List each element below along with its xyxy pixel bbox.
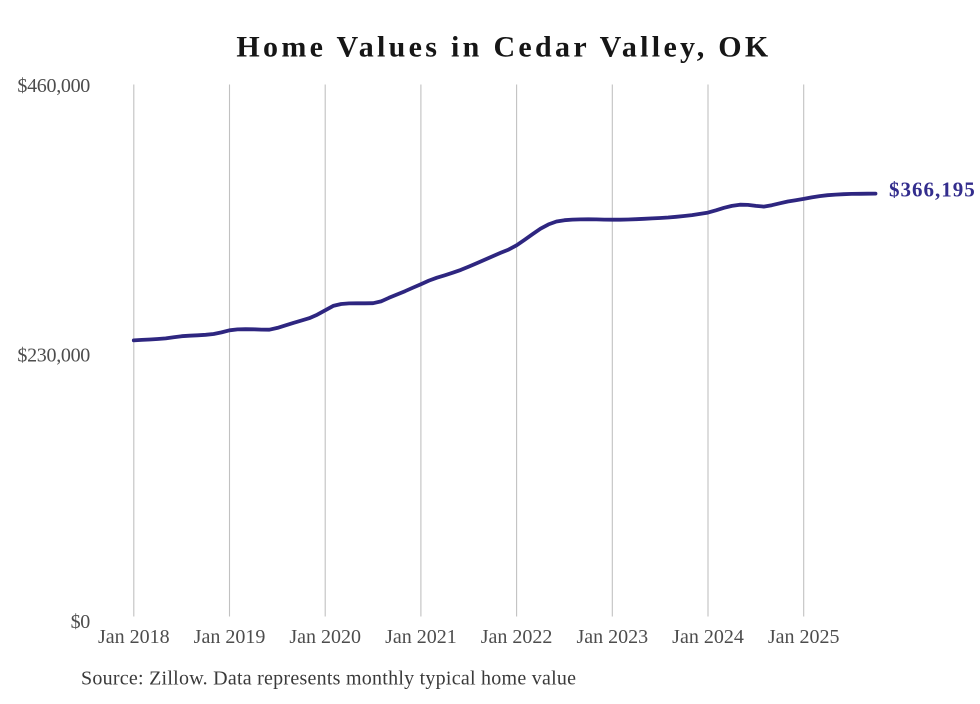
svg-text:Jan 2019: Jan 2019 bbox=[194, 626, 266, 648]
svg-text:Jan 2025: Jan 2025 bbox=[768, 626, 840, 648]
svg-text:Jan 2024: Jan 2024 bbox=[672, 626, 744, 648]
svg-text:Jan 2020: Jan 2020 bbox=[289, 626, 361, 648]
svg-text:Jan 2023: Jan 2023 bbox=[576, 626, 648, 648]
svg-text:Jan 2018: Jan 2018 bbox=[98, 626, 170, 648]
svg-text:Source: Zillow. Data represent: Source: Zillow. Data represents monthly … bbox=[81, 668, 576, 690]
svg-text:$230,000: $230,000 bbox=[17, 344, 90, 366]
svg-text:$0: $0 bbox=[71, 611, 91, 633]
svg-text:Jan 2022: Jan 2022 bbox=[481, 626, 553, 648]
svg-text:Home Values in Cedar Valley, O: Home Values in Cedar Valley, OK bbox=[236, 31, 771, 64]
svg-text:$366,195: $366,195 bbox=[889, 177, 976, 201]
svg-text:Jan 2021: Jan 2021 bbox=[385, 626, 457, 648]
svg-text:$460,000: $460,000 bbox=[17, 75, 90, 97]
